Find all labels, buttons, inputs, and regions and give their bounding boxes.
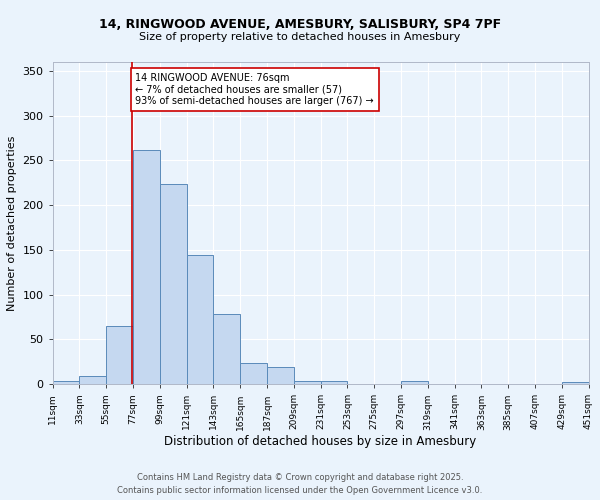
Bar: [187, 255, 214, 384]
Bar: [214, 314, 240, 384]
X-axis label: Distribution of detached houses by size in Amesbury: Distribution of detached houses by size …: [164, 435, 477, 448]
Bar: [320, 380, 347, 384]
Text: Size of property relative to detached houses in Amesbury: Size of property relative to detached ho…: [139, 32, 461, 42]
Text: 14 RINGWOOD AVENUE: 76sqm
← 7% of detached houses are smaller (57)
93% of semi-d: 14 RINGWOOD AVENUE: 76sqm ← 7% of detach…: [136, 72, 374, 106]
Text: Contains HM Land Registry data © Crown copyright and database right 2025.: Contains HM Land Registry data © Crown c…: [137, 472, 463, 482]
Bar: [401, 382, 428, 384]
Bar: [562, 382, 589, 384]
Bar: [133, 150, 160, 384]
Bar: [267, 367, 294, 384]
Y-axis label: Number of detached properties: Number of detached properties: [7, 136, 17, 310]
Bar: [160, 184, 187, 384]
Text: Contains public sector information licensed under the Open Government Licence v3: Contains public sector information licen…: [118, 486, 482, 495]
Bar: [53, 382, 79, 384]
Bar: [106, 326, 133, 384]
Bar: [79, 376, 106, 384]
Text: 14, RINGWOOD AVENUE, AMESBURY, SALISBURY, SP4 7PF: 14, RINGWOOD AVENUE, AMESBURY, SALISBURY…: [99, 18, 501, 30]
Bar: [240, 362, 267, 384]
Bar: [294, 380, 320, 384]
